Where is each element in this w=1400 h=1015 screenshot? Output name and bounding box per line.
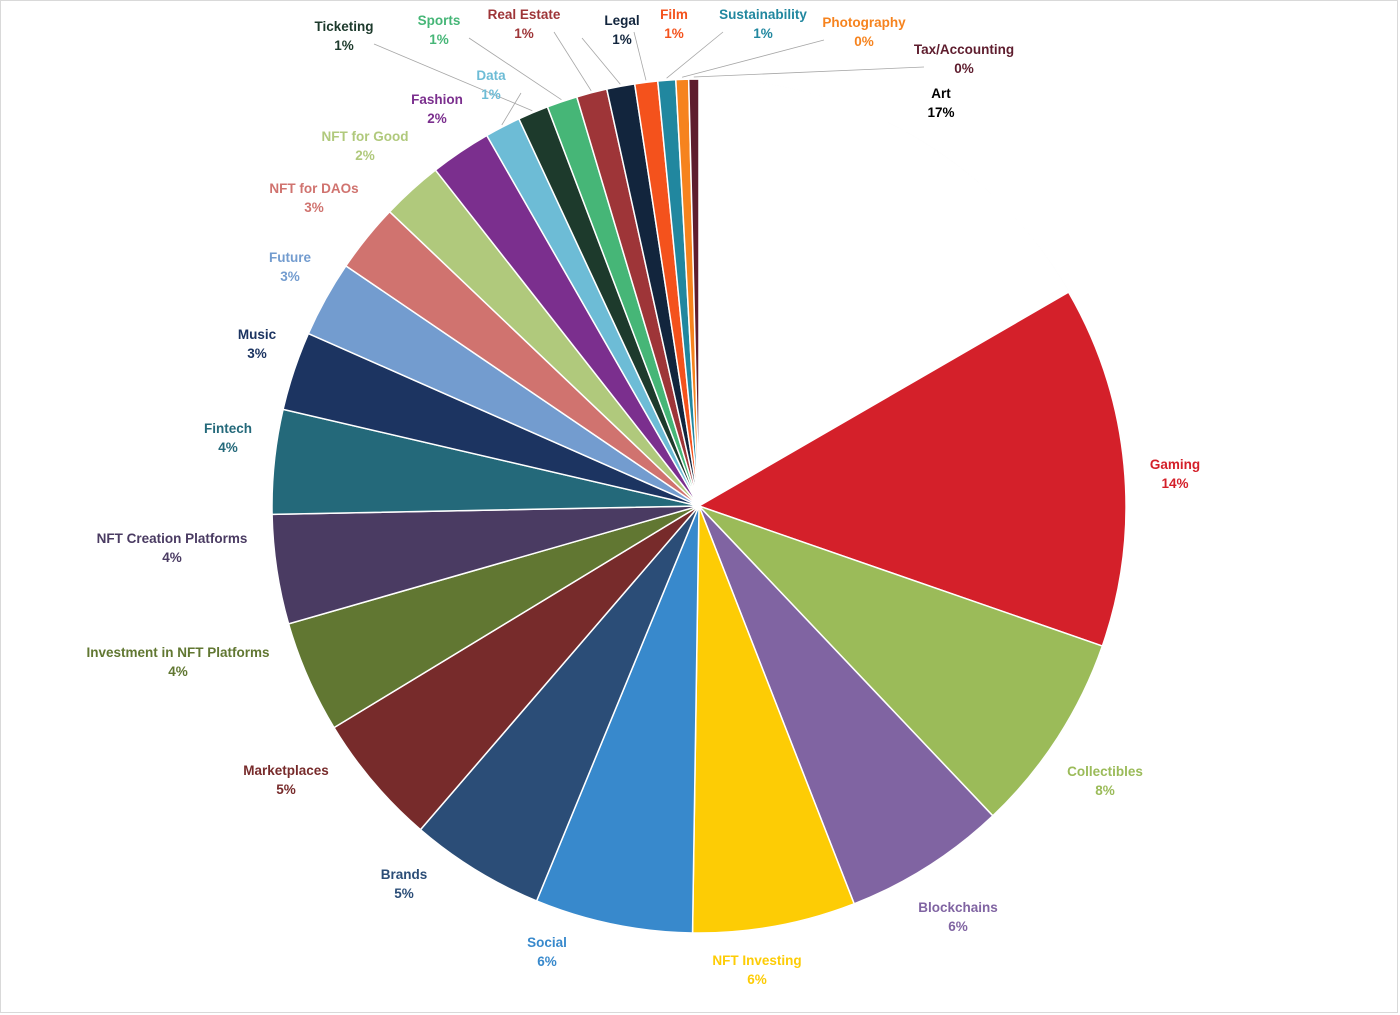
slice-label-name: Photography <box>822 15 906 30</box>
slice-label: Ticketing 1% <box>314 19 373 53</box>
slice-label-name: Fintech <box>204 421 252 436</box>
slice-label: NFT for DAOs 3% <box>269 181 358 215</box>
slice-label-percent: 3% <box>247 346 267 361</box>
slice-label-percent: 1% <box>612 32 632 47</box>
leader-line <box>581 37 621 85</box>
slice-label-percent: 0% <box>854 34 874 49</box>
slice-label: Marketplaces 5% <box>243 763 329 797</box>
slice-label: NFT Investing 6% <box>712 953 801 987</box>
slice-label-percent: 3% <box>280 269 300 284</box>
slice-label-name: Art <box>931 86 951 101</box>
slice-label-percent: 4% <box>218 440 238 455</box>
slice-label: Gaming 14% <box>1150 457 1200 491</box>
slice-label: NFT Creation Platforms 4% <box>97 531 248 565</box>
slice-label-name: Investment in NFT Platforms <box>86 645 269 660</box>
leader-line <box>553 31 592 92</box>
leader-line <box>501 92 522 126</box>
slice-label-name: NFT for DAOs <box>269 181 358 196</box>
slice-label-name: Collectibles <box>1067 764 1143 779</box>
slice-label: Photography 0% <box>822 15 906 49</box>
pie-slices <box>271 78 1127 934</box>
slice-label: Art 17% <box>927 86 954 120</box>
slice-label-percent: 1% <box>481 87 501 102</box>
pie-slice-gaming <box>697 291 1127 647</box>
slice-label-percent: 0% <box>954 61 974 76</box>
slice-label-name: Fashion <box>411 92 463 107</box>
leader-line <box>666 31 724 79</box>
slice-label-name: NFT for Good <box>322 129 409 144</box>
pie-slice-tax-accounting <box>687 78 700 507</box>
leader-line <box>373 43 533 112</box>
slice-label-percent: 6% <box>747 972 767 987</box>
slice-label: Tax/Accounting 0% <box>914 42 1014 76</box>
slice-label-percent: 2% <box>427 111 447 126</box>
pie-slice-collectibles <box>698 505 1104 817</box>
slice-label-percent: 2% <box>355 148 375 163</box>
slice-label-percent: 1% <box>429 32 449 47</box>
slice-label-percent: 8% <box>1095 783 1115 798</box>
slice-label: Future 3% <box>269 250 311 284</box>
leader-line <box>681 39 825 78</box>
slice-label-name: Brands <box>381 867 428 882</box>
pie-slice-blockchains <box>698 505 994 905</box>
slice-label: Brands 5% <box>381 867 428 901</box>
slice-label: Film 1% <box>660 7 688 41</box>
slice-label: Real Estate 1% <box>488 7 561 41</box>
slice-label: NFT for Good 2% <box>322 129 409 163</box>
slice-label-percent: 6% <box>537 954 557 969</box>
slice-label-name: Sustainability <box>719 7 807 22</box>
slice-label: Collectibles 8% <box>1067 764 1143 798</box>
slice-label-name: Blockchains <box>918 900 998 915</box>
slice-label-name: Social <box>527 935 567 950</box>
slice-label: Fintech 4% <box>204 421 252 455</box>
leader-lines <box>373 31 925 126</box>
pie-slice-art <box>698 78 1070 508</box>
slice-label: Legal 1% <box>604 13 639 47</box>
slice-label-name: Real Estate <box>488 7 561 22</box>
slice-label: Fashion 2% <box>411 92 463 126</box>
slice-label-percent: 17% <box>927 105 954 120</box>
slice-label-percent: 1% <box>664 26 684 41</box>
pie-slice-social <box>535 505 700 934</box>
slice-label-name: Legal <box>604 13 639 28</box>
slice-label-name: Sports <box>418 13 461 28</box>
slice-label-name: NFT Creation Platforms <box>97 531 248 546</box>
slice-label-name: NFT Investing <box>712 953 801 968</box>
leader-line <box>693 66 925 78</box>
slice-label-percent: 4% <box>162 550 182 565</box>
slice-label: Data 1% <box>476 68 506 102</box>
slice-label: Social 6% <box>527 935 567 969</box>
slice-label-percent: 1% <box>334 38 354 53</box>
slice-label-percent: 4% <box>168 664 188 679</box>
slice-label-percent: 5% <box>276 782 296 797</box>
slice-label: Sustainability 1% <box>719 7 807 41</box>
leader-line <box>633 31 647 81</box>
slice-label: Music 3% <box>238 327 277 361</box>
slice-label-name: Gaming <box>1150 457 1200 472</box>
slice-labels: Art 17% Gaming 14% Collectibles 8% Blockchains… <box>86 7 1200 987</box>
slice-label-percent: 14% <box>1161 476 1188 491</box>
slice-label-name: Data <box>476 68 506 83</box>
slice-label: Investment in NFT Platforms 4% <box>86 645 269 679</box>
leader-line <box>468 37 562 101</box>
slice-label-percent: 5% <box>394 886 414 901</box>
slice-label: Sports 1% <box>418 13 461 47</box>
slice-label-name: Future <box>269 250 311 265</box>
slice-label-percent: 1% <box>753 26 773 41</box>
slice-label-name: Tax/Accounting <box>914 42 1014 57</box>
slice-label-name: Ticketing <box>314 19 373 34</box>
slice-label: Blockchains 6% <box>918 900 998 934</box>
slice-label-percent: 3% <box>304 200 324 215</box>
slice-label-percent: 6% <box>948 919 968 934</box>
slice-label-name: Music <box>238 327 277 342</box>
pie-slice-nft-investing <box>691 505 856 934</box>
slice-label-name: Film <box>660 7 688 22</box>
slice-label-percent: 1% <box>514 26 534 41</box>
slice-label-name: Marketplaces <box>243 763 329 778</box>
